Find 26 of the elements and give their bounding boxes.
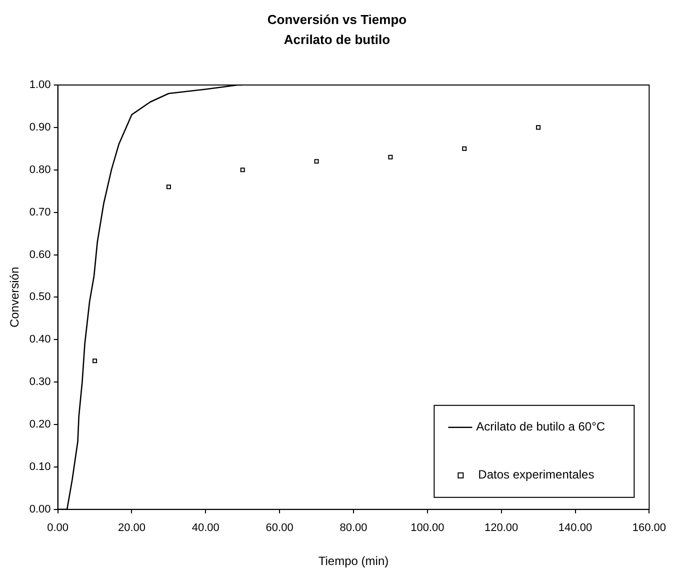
- y-tick-label: 0.10: [29, 460, 51, 473]
- x-tick-label: 40.00: [192, 522, 220, 534]
- x-tick-label: 20.00: [118, 522, 146, 534]
- x-tick-label: 120.00: [484, 522, 518, 534]
- x-tick-label: 160.00: [632, 522, 666, 534]
- x-tick-label: 100.00: [410, 522, 444, 534]
- chart-subtitle: Acrilato de butilo: [282, 31, 392, 49]
- y-tick-label: 0.30: [29, 376, 51, 388]
- y-tick-label: 0.50: [29, 291, 51, 304]
- x-tick-label: 140.00: [558, 522, 592, 534]
- y-tick-label: 0.90: [29, 121, 51, 134]
- y-tick-label: 0.00: [29, 503, 51, 516]
- y-tick-label: 0.40: [29, 334, 51, 346]
- x-tick-label: 60.00: [266, 522, 294, 534]
- y-tick-label: 0.20: [29, 418, 51, 431]
- chart-title: Conversión vs Tiempo: [266, 11, 408, 29]
- legend-label: Datos experimentales: [478, 468, 594, 482]
- x-tick-label: 0.00: [47, 522, 69, 534]
- y-tick-label: 0.70: [29, 206, 51, 218]
- y-tick-label: 0.60: [29, 248, 51, 261]
- y-axis-title: Conversión: [8, 266, 22, 328]
- y-tick-label: 1.00: [29, 79, 51, 92]
- x-axis-title: Tiempo (min): [318, 554, 389, 568]
- legend-label: Acrilato de butilo a 60°C: [476, 420, 606, 434]
- x-tick-label: 80.00: [340, 522, 368, 534]
- y-tick-label: 0.80: [29, 164, 51, 176]
